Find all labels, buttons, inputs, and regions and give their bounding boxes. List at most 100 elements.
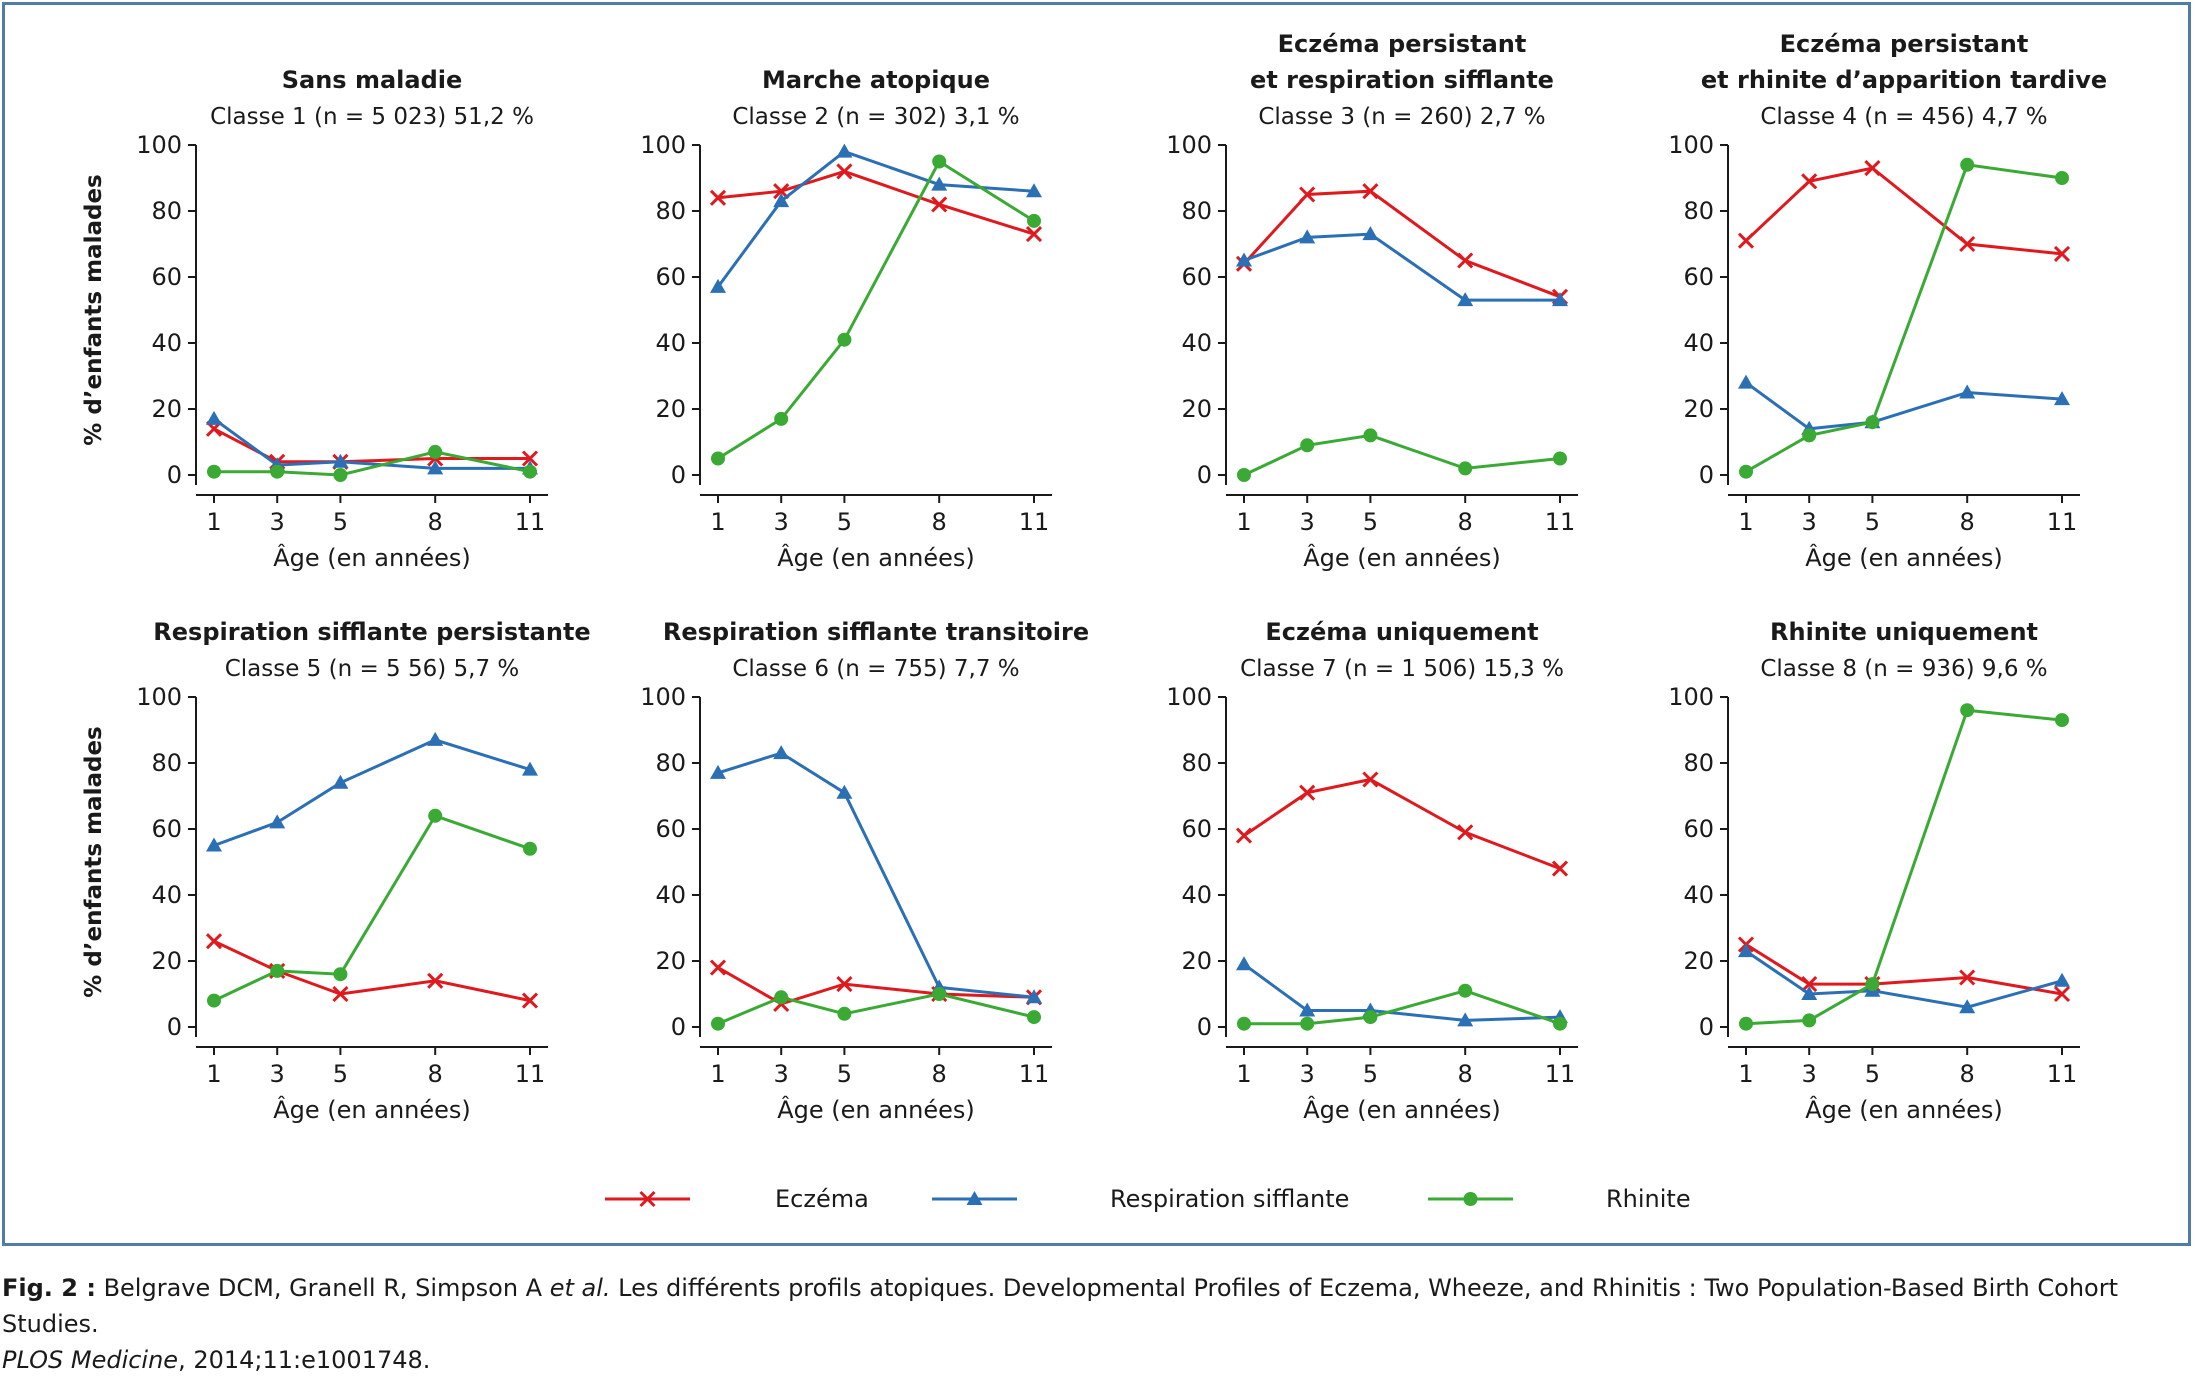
chart6-wheeze-point: [836, 784, 853, 799]
chart3-ytick-label: 100: [1166, 131, 1212, 159]
chart3-series-rhinite-line: [1243, 433, 1561, 477]
chart2-ytick-label: 80: [655, 197, 686, 225]
chart2-xtick-label: 11: [1019, 508, 1050, 536]
chart5-ytick-label: 100: [136, 683, 182, 711]
chart5-xtick-label: 8: [428, 1060, 443, 1088]
figure-charts: Sans maladie Classe 1 (n = 5 023) 51,2 % 0…: [81, 30, 2107, 1213]
chart8-wheeze-point: [1738, 943, 1754, 958]
caption-ref: , 2014;11:e1001748.: [178, 1346, 431, 1374]
chart3-xtick-label: 1: [1236, 508, 1251, 536]
chart2-eczema-point: [709, 189, 727, 206]
chart8-x-label: Âge (en années): [1805, 1095, 2003, 1124]
chart5-rhinite-point: [207, 993, 221, 1008]
chart6-series-wheeze-line: [717, 751, 1035, 999]
chart5-rhinite-point: [523, 841, 537, 856]
chart2-rhinite-point: [774, 411, 789, 426]
chart3-ytick-label: 0: [1197, 461, 1212, 489]
chart2-xtick-label: 1: [710, 508, 725, 536]
chart1-xtick-label: 1: [206, 508, 221, 536]
chart3-xtick-label: 5: [1363, 508, 1378, 536]
chart1-title: Sans maladie: [282, 66, 463, 94]
chart8-ytick-label: 40: [1683, 881, 1714, 909]
chart5-xtick-label: 3: [270, 1060, 285, 1088]
chart1-rhinite-point: [207, 464, 221, 479]
chart6-ytick-label: 0: [671, 1013, 686, 1041]
chart8-rhinite-point: [1739, 1016, 1753, 1031]
chart7-eczema-point: [1362, 771, 1379, 788]
chart7-x-label: Âge (en années): [1303, 1095, 1501, 1124]
legend-eczema-marker: [639, 1190, 656, 1208]
chart7-xtick-label: 11: [1545, 1060, 1576, 1088]
chart3-ytick-label: 40: [1181, 329, 1212, 357]
chart4-series-wheeze-line: [1745, 381, 2063, 431]
chart6-series-eczema-line: [717, 966, 1035, 1006]
chart8-xtick-label: 3: [1802, 1060, 1817, 1088]
chart3-rhinite-point: [1300, 438, 1315, 453]
chart4-ytick-label: 0: [1699, 461, 1714, 489]
chart5-x-label: Âge (en années): [273, 1095, 471, 1124]
chart1-ytick-label: 0: [167, 461, 182, 489]
chart8-subtitle: Classe 8 (n = 936) 9,6 %: [1760, 656, 2047, 682]
chart8-ytick-label: 20: [1683, 947, 1714, 975]
chart2-rhinite-point: [1027, 213, 1041, 228]
chart3-rhinite-point: [1458, 461, 1473, 476]
chart1-rhinite-point: [428, 444, 443, 459]
chart2-ytick-label: 20: [655, 395, 686, 423]
chart6-rhinite-point: [837, 1006, 852, 1021]
chart2-rhinite-point: [711, 451, 725, 466]
chart2-xtick-label: 5: [837, 508, 852, 536]
chart5-ytick-label: 60: [151, 815, 182, 843]
chart2-eczema-point: [836, 163, 853, 180]
chart3-ytick-label: 20: [1181, 395, 1212, 423]
chart1-rhinite-point: [523, 464, 537, 479]
chart2-ytick-label: 100: [640, 131, 686, 159]
chart5-subtitle: Classe 5 (n = 5 56) 5,7 %: [225, 656, 520, 682]
chart1-x-label: Âge (en années): [273, 543, 471, 572]
figure-caption: Fig. 2 : Belgrave DCM, Granell R, Simpso…: [2, 1270, 2192, 1378]
chart5-wheeze-point: [332, 774, 349, 789]
chart1-rhinite-point: [270, 464, 285, 479]
chart5-ytick-label: 20: [151, 947, 182, 975]
chart6-rhinite-point: [774, 990, 789, 1005]
chart2-subtitle: Classe 2 (n = 302) 3,1 %: [732, 104, 1019, 130]
chart7-ytick-label: 60: [1181, 815, 1212, 843]
chart3-series-wheeze-line: [1243, 232, 1560, 302]
chart1-ytick-label: 80: [151, 197, 182, 225]
chart4-xtick-label: 5: [1865, 508, 1880, 536]
chart6-rhinite-point: [932, 987, 947, 1001]
chart8-ytick-label: 0: [1699, 1013, 1714, 1041]
chart5-wheeze-point: [206, 837, 222, 852]
chart1-ytick-label: 60: [151, 263, 182, 291]
chart5-xtick-label: 5: [333, 1060, 348, 1088]
chart4-series-rhinite-line: [1745, 163, 2063, 474]
chart6-eczema-point: [709, 959, 727, 976]
chart6-ytick-label: 60: [655, 815, 686, 843]
chart7-wheeze-point: [1299, 1002, 1316, 1017]
chart5-ytick-label: 40: [151, 881, 182, 909]
chart8-series-eczema-line: [1745, 943, 2063, 996]
chart1-xtick-label: 5: [333, 508, 348, 536]
chart2-series-rhinite-line: [717, 159, 1035, 460]
chart8-series-wheeze-line: [1745, 949, 2063, 1009]
chart3-title: et respiration sifflante: [1250, 66, 1554, 94]
chart4-rhinite-point: [2055, 171, 2069, 185]
chart6-xtick-label: 8: [932, 1060, 947, 1088]
chart4-wheeze-point: [2054, 391, 2070, 406]
chart5-eczema-point: [205, 933, 223, 950]
chart7-subtitle: Classe 7 (n = 1 506) 15,3 %: [1240, 656, 1564, 682]
chart3-wheeze-point: [1552, 292, 1568, 307]
caption-journal: PLOS Medicine: [2, 1346, 179, 1374]
chart7-xtick-label: 1: [1236, 1060, 1251, 1088]
chart2-wheeze-point: [710, 278, 726, 293]
chart8-xtick-label: 5: [1865, 1060, 1880, 1088]
chart7-rhinite-point: [1458, 983, 1473, 998]
chart6-ytick-label: 40: [655, 881, 686, 909]
chart3-eczema-point: [1299, 186, 1316, 203]
chart5-xtick-label: 1: [206, 1060, 221, 1088]
chart8-xtick-label: 8: [1960, 1060, 1975, 1088]
chart2-ytick-label: 60: [655, 263, 686, 291]
chart5-ytick-label: 80: [151, 749, 182, 777]
chart2-wheeze-point: [836, 143, 853, 158]
chart8-series-rhinite-line: [1745, 708, 2063, 1026]
chart6-ytick-label: 80: [655, 749, 686, 777]
